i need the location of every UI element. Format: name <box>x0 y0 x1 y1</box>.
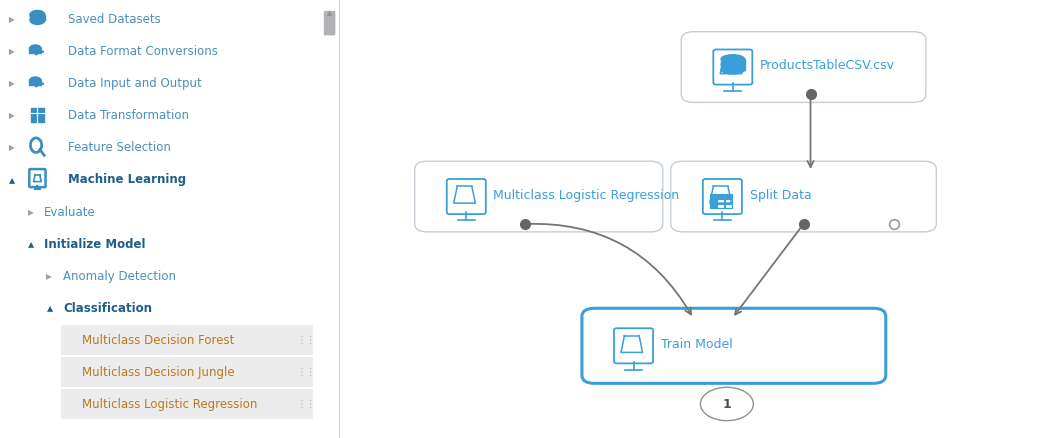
Bar <box>725 199 732 204</box>
Ellipse shape <box>721 56 745 64</box>
Text: ⋮⋮: ⋮⋮ <box>297 335 316 344</box>
Text: ▶: ▶ <box>9 111 15 120</box>
Bar <box>709 204 717 208</box>
Ellipse shape <box>29 46 41 54</box>
Bar <box>718 199 725 204</box>
Bar <box>725 194 732 199</box>
Bar <box>709 194 717 199</box>
Text: Data Transformation: Data Transformation <box>68 109 189 122</box>
Ellipse shape <box>30 17 45 25</box>
FancyBboxPatch shape <box>671 162 936 232</box>
FancyBboxPatch shape <box>29 50 41 54</box>
Ellipse shape <box>29 78 41 86</box>
Bar <box>709 199 717 204</box>
Text: Initialize Model: Initialize Model <box>45 237 146 250</box>
Text: Anomaly Detection: Anomaly Detection <box>63 269 176 282</box>
FancyBboxPatch shape <box>415 162 663 232</box>
FancyBboxPatch shape <box>29 82 41 86</box>
FancyBboxPatch shape <box>681 32 926 103</box>
Ellipse shape <box>30 11 45 20</box>
FancyBboxPatch shape <box>324 12 335 36</box>
FancyBboxPatch shape <box>61 389 313 419</box>
Text: Machine Learning: Machine Learning <box>68 173 187 186</box>
Circle shape <box>700 388 753 420</box>
Text: Multiclass Decision Jungle: Multiclass Decision Jungle <box>82 365 234 378</box>
Text: Classification: Classification <box>63 301 152 314</box>
Text: ◀: ◀ <box>26 240 35 247</box>
Text: Train Model: Train Model <box>661 337 732 350</box>
Text: Evaluate: Evaluate <box>45 205 96 218</box>
Text: ▶: ▶ <box>9 15 15 24</box>
Bar <box>725 204 732 208</box>
FancyBboxPatch shape <box>582 308 886 384</box>
Bar <box>718 194 725 199</box>
Text: Saved Datasets: Saved Datasets <box>68 13 161 26</box>
Ellipse shape <box>721 66 745 75</box>
FancyBboxPatch shape <box>31 108 45 123</box>
Text: ▶: ▶ <box>47 271 52 280</box>
Text: ▶: ▶ <box>9 47 15 56</box>
FancyBboxPatch shape <box>721 60 745 71</box>
FancyBboxPatch shape <box>61 357 313 387</box>
Text: ProductsTableCSV.csv: ProductsTableCSV.csv <box>760 59 895 72</box>
Bar <box>718 204 725 208</box>
Text: ▶: ▶ <box>28 207 33 216</box>
Text: ⋮⋮: ⋮⋮ <box>297 367 316 376</box>
Text: ◀: ◀ <box>7 177 17 183</box>
FancyBboxPatch shape <box>61 325 313 355</box>
Ellipse shape <box>721 61 745 70</box>
Text: Data Format Conversions: Data Format Conversions <box>68 45 218 58</box>
Text: Split Data: Split Data <box>750 188 811 201</box>
FancyBboxPatch shape <box>30 16 45 21</box>
Text: Multiclass Logistic Regression: Multiclass Logistic Regression <box>82 397 257 410</box>
Text: ▲: ▲ <box>327 10 332 16</box>
Text: ◀: ◀ <box>45 304 54 311</box>
Text: ⋮⋮: ⋮⋮ <box>297 399 316 408</box>
Text: Feature Selection: Feature Selection <box>68 141 171 154</box>
Text: 1: 1 <box>723 398 731 410</box>
Text: Multiclass Decision Forest: Multiclass Decision Forest <box>82 333 234 346</box>
Text: ▶: ▶ <box>9 143 15 152</box>
Text: Data Input and Output: Data Input and Output <box>68 77 202 90</box>
Text: ▶: ▶ <box>9 79 15 88</box>
Text: Multiclass Logistic Regression: Multiclass Logistic Regression <box>494 188 679 201</box>
